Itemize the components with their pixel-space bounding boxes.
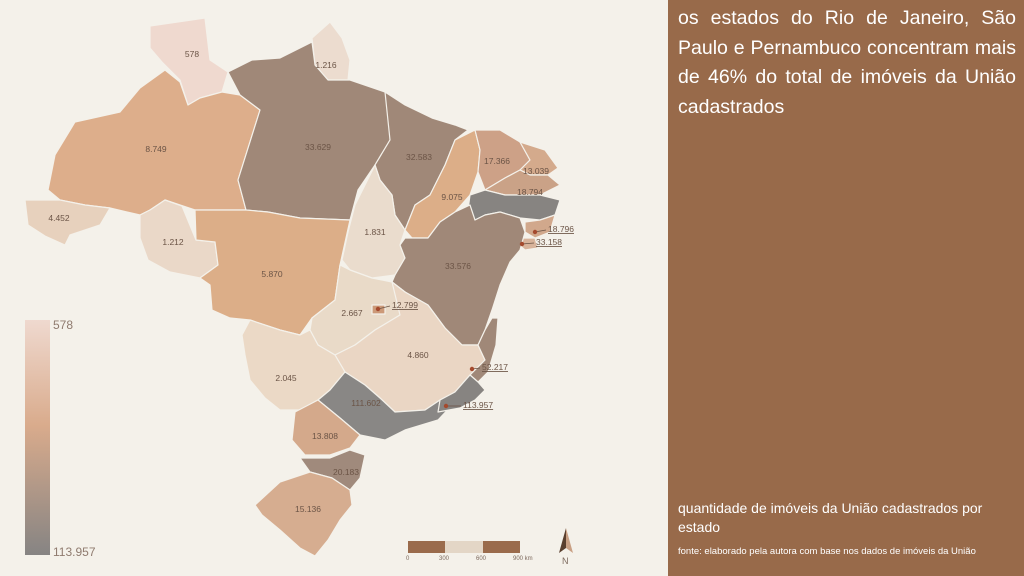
state-am: [47, 69, 261, 216]
callout-value-df: 12.799: [392, 300, 418, 310]
state-value-ac: 4.452: [48, 213, 70, 223]
map-caption: quantidade de imóveis da União cadastrad…: [678, 500, 983, 535]
state-value-ce: 17.366: [484, 156, 510, 166]
state-value-ro: 1.212: [162, 237, 184, 247]
state-value-sc: 20.183: [333, 467, 359, 477]
state-pe: [467, 189, 561, 221]
color-legend-bar: [25, 320, 50, 555]
brazil-map: 578 1.216 8.749 33.629 4.452 1.212 5.870 32.583…: [24, 17, 574, 557]
scale-tick-0: 0: [406, 556, 410, 562]
state-value-ma: 32.583: [406, 152, 432, 162]
callout-value-se: 33.158: [536, 237, 562, 247]
state-value-pr: 13.808: [312, 431, 338, 441]
state-value-to: 1.831: [364, 227, 386, 237]
info-panel: os estados do Rio de Janeiro, São Paulo …: [668, 0, 1024, 576]
state-value-pa: 33.629: [305, 142, 331, 152]
state-value-pb: 18.794: [517, 187, 543, 197]
callout-value-es: 52.217: [482, 362, 508, 372]
north-label: N: [562, 556, 569, 566]
callout-dot-df: [375, 306, 381, 312]
state-value-pi: 9.075: [441, 192, 463, 202]
state-es: [469, 317, 499, 383]
legend-max-label: 113.957: [53, 545, 96, 559]
state-value-mg: 4.860: [407, 350, 429, 360]
state-value-mt: 5.870: [261, 269, 283, 279]
scale-segment-3: [482, 541, 520, 553]
callout-value-al: 18.796: [548, 224, 574, 234]
state-value-go: 2.667: [341, 308, 363, 318]
state-value-ap: 1.216: [315, 60, 337, 70]
state-value-ms: 2.045: [275, 373, 297, 383]
state-pr: [291, 399, 361, 456]
scale-segment-2: [445, 541, 483, 553]
map-canvas: 578 1.216 8.749 33.629 4.452 1.212 5.870 32.583…: [24, 17, 574, 557]
callout-dot-al: [532, 229, 538, 235]
scale-tick-600: 600: [476, 556, 487, 562]
state-value-rn: 13.039: [523, 166, 549, 176]
scale-tick-900: 900 km: [513, 556, 533, 562]
state-value-ba: 33.576: [445, 261, 471, 271]
headline: os estados do Rio de Janeiro, São Paulo …: [678, 7, 1016, 118]
state-value-rs: 15.136: [295, 504, 321, 514]
scale-bar: [408, 541, 520, 553]
state-value-am: 8.749: [145, 144, 167, 154]
state-value-rr: 578: [185, 49, 199, 59]
scale-segment-1: [408, 541, 446, 553]
state-ac: [24, 199, 111, 246]
state-rj: [437, 374, 486, 413]
callout-dot-se: [519, 241, 525, 247]
callout-dot-rj: [443, 403, 449, 409]
source-note: fonte: elaborado pela autora com base no…: [678, 546, 976, 557]
scale-tick-300: 300: [439, 556, 450, 562]
state-value-sp: 111.602: [351, 398, 381, 408]
north-arrow-icon: N: [559, 528, 573, 566]
callout-dot-es: [469, 366, 475, 372]
legend-min-label: 578: [53, 318, 74, 332]
callout-value-rj: 113.957: [463, 400, 493, 410]
state-rs: [254, 471, 353, 557]
